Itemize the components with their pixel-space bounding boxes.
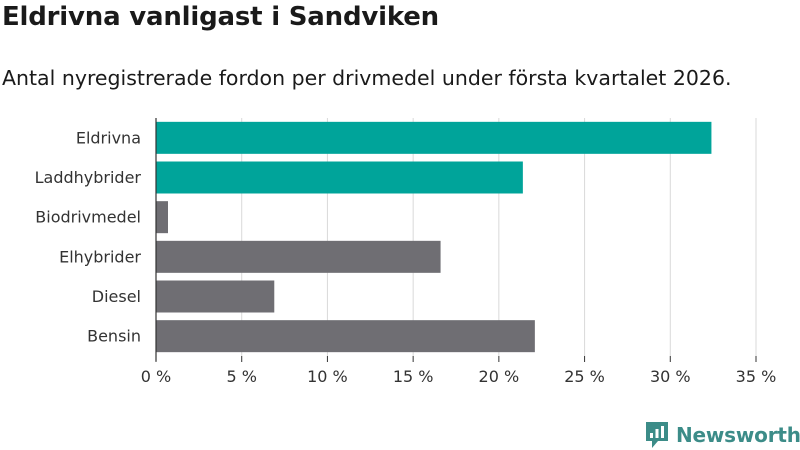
bar-bensin: [156, 320, 535, 353]
newsworthy-logo-icon: [646, 422, 668, 448]
chart-title: Eldrivna vanligast i Sandviken: [2, 2, 439, 32]
bar-elhybrider: [156, 240, 441, 273]
x-tick-label-1: 5 %: [226, 367, 256, 386]
category-label-elhybrider: Elhybrider: [59, 247, 141, 266]
brand-footer: Newsworthy: [644, 420, 800, 450]
category-label-eldrivna: Eldrivna: [76, 128, 141, 147]
bar-diesel: [156, 280, 275, 313]
x-tick-label-7: 35 %: [736, 367, 777, 386]
category-label-diesel: Diesel: [92, 287, 141, 306]
x-tick-label-2: 10 %: [307, 367, 348, 386]
x-tick-label-5: 25 %: [564, 367, 605, 386]
category-label-bensin: Bensin: [87, 327, 141, 346]
x-tick-label-3: 15 %: [393, 367, 434, 386]
category-label-biodrivmedel: Biodrivmedel: [35, 208, 141, 227]
x-tick-label-4: 20 %: [479, 367, 520, 386]
bar-laddhybrider: [156, 161, 523, 194]
x-tick-label-6: 30 %: [650, 367, 691, 386]
bar-biodrivmedel: [156, 201, 168, 234]
chart-subtitle: Antal nyregistrerade fordon per drivmede…: [2, 66, 732, 90]
brand-name: Newsworthy: [676, 423, 800, 447]
bar-eldrivna: [156, 121, 712, 154]
x-tick-label-0: 0 %: [141, 367, 171, 386]
category-label-laddhybrider: Laddhybrider: [35, 168, 142, 187]
